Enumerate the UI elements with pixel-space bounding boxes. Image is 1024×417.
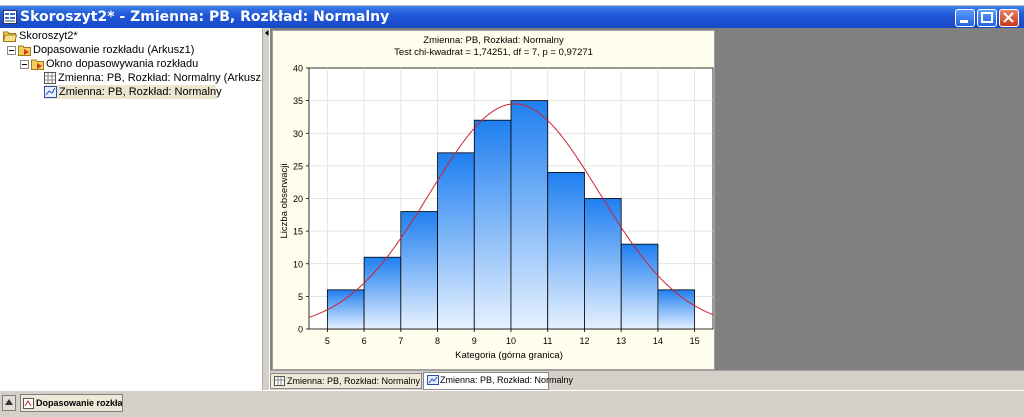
histogram-bar [363, 256, 402, 330]
histogram-bar [584, 198, 622, 330]
graph-icon [44, 86, 57, 98]
top-strip [0, 0, 1024, 6]
tab-label: Zmienna: PB, Rozkład: Normalny [440, 375, 574, 385]
chart-title: Zmienna: PB, Rozkład: Normalny [423, 35, 564, 46]
window-folder-icon [31, 59, 44, 70]
x-tick-label: 8 [435, 336, 440, 346]
minimize-button[interactable] [955, 9, 975, 27]
tab-sheet[interactable]: Zmienna: PB, Rozkład: Normalny (Arkusz1) [270, 373, 461, 389]
x-tick-label: 10 [506, 336, 516, 346]
x-tick-label: 11 [543, 336, 552, 346]
y-tick-label: 25 [293, 161, 303, 171]
graph-icon [427, 375, 439, 385]
y-axis-label: Liczba obserwacji [279, 164, 290, 239]
x-tick-label: 15 [690, 336, 700, 346]
x-tick-label: 7 [398, 336, 403, 346]
histogram-bar [326, 289, 365, 330]
minimize-icon [960, 20, 968, 23]
y-tick-label: 10 [293, 259, 303, 269]
document-tabs: Zmienna: PB, Rozkład: Normalny (Arkusz1)… [270, 370, 1024, 390]
y-tick-label: 5 [298, 292, 303, 302]
x-tick-label: 6 [362, 336, 367, 346]
y-tick-label: 35 [293, 96, 303, 106]
collapse-minus-icon[interactable] [20, 60, 29, 69]
tree-label: Zmienna: PB, Rozkład: Normalny (Arkusz1) [58, 72, 271, 84]
close-button[interactable] [999, 9, 1019, 27]
x-tick-label: 5 [325, 336, 330, 346]
x-tick-label: 9 [472, 336, 477, 346]
y-tick-label: 20 [293, 194, 303, 204]
histogram-graph[interactable]: Zmienna: PB, Rozkład: Normalny Test chi-… [272, 30, 715, 370]
y-tick-label: 0 [298, 325, 303, 335]
histogram-bar [657, 289, 696, 330]
y-tick-label: 15 [293, 227, 303, 237]
x-axis-label: Kategoria (górna granica) [455, 350, 563, 361]
y-axis: 0 5 10 15 20 25 30 35 40 [293, 64, 309, 335]
tab-label: Zmienna: PB, Rozkład: Normalny (Arkusz1) [287, 376, 462, 386]
spreadsheet-icon [44, 72, 56, 84]
maximize-icon [981, 12, 993, 23]
x-tick-label: 14 [653, 336, 663, 346]
collapse-minus-icon[interactable] [7, 46, 16, 55]
histogram-bar [437, 152, 475, 330]
tab-graph[interactable]: Zmienna: PB, Rozkład: Normalny [423, 372, 573, 390]
tree-label: Skoroszyt2* [19, 30, 78, 42]
tree-label: Zmienna: PB, Rozkład: Normalny [59, 86, 222, 98]
collapse-arrow-icon[interactable] [264, 29, 270, 37]
taskbar-item-analysis[interactable]: Dopasowanie rozkład... [20, 394, 123, 412]
tree-label: Okno dopasowywania rozkładu [46, 58, 199, 70]
workbook-icon [3, 10, 17, 24]
document-area: Zmienna: PB, Rozkład: Normalny Test chi-… [270, 28, 1024, 390]
histogram-bar [510, 100, 549, 330]
chart-subtitle: Test chi-kwadrat = 1,74251, df = 7, p = … [394, 47, 593, 58]
folder-open-icon [3, 31, 17, 42]
x-axis: 5 6 7 8 9 10 11 12 13 14 15 [325, 329, 700, 346]
tree-label: Dopasowanie rozkładu (Arkusz1) [33, 44, 195, 56]
histogram-bar [547, 171, 585, 330]
title-bar[interactable]: Skoroszyt2* - Zmienna: PB, Rozkład: Norm… [0, 6, 1024, 28]
x-tick-label: 12 [579, 336, 589, 346]
analysis-folder-icon [18, 45, 31, 56]
taskbar: Dopasowanie rozkład... [0, 390, 1024, 417]
normal-fit-curve [308, 103, 714, 318]
histogram-bar [620, 243, 659, 330]
maximize-button[interactable] [977, 9, 997, 27]
y-tick-label: 40 [293, 64, 303, 74]
arrow-up-icon [5, 399, 13, 405]
x-tick-label: 13 [616, 336, 626, 346]
histogram-chart[interactable]: Zmienna: PB, Rozkład: Normalny Test chi-… [273, 31, 714, 369]
spreadsheet-icon [274, 376, 285, 386]
histogram-bar [473, 119, 512, 330]
workbook-tree: Skoroszyt2* Dopasowanie rozkładu (Arkusz… [0, 28, 271, 390]
restore-panel-button[interactable] [2, 395, 16, 411]
window-title: Skoroszyt2* - Zmienna: PB, Rozkład: Norm… [20, 9, 390, 25]
analysis-icon [23, 398, 34, 409]
bars [326, 100, 696, 330]
y-tick-label: 30 [293, 129, 303, 139]
workbook-client: Skoroszyt2* Dopasowanie rozkładu (Arkusz… [0, 28, 1024, 390]
histogram-bar [400, 211, 438, 330]
pane-splitter[interactable] [262, 28, 270, 390]
tree-node-graph[interactable]: Zmienna: PB, Rozkład: Normalny [44, 85, 222, 99]
close-icon [1003, 12, 1014, 23]
taskbar-item-label: Dopasowanie rozkład... [36, 398, 123, 408]
